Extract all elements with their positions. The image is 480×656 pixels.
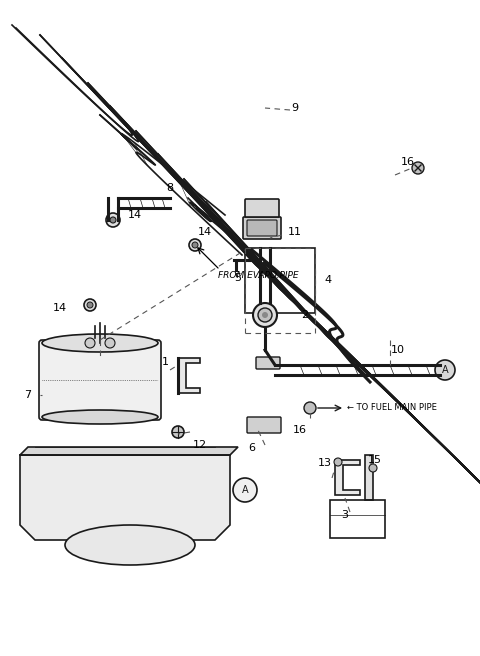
Text: 5: 5 [235,273,241,283]
Circle shape [262,312,268,318]
Text: 4: 4 [324,275,332,285]
Text: 8: 8 [167,183,174,193]
FancyBboxPatch shape [365,455,373,500]
Text: 16: 16 [401,157,415,167]
Text: 11: 11 [288,227,302,237]
Text: 13: 13 [318,458,332,468]
Text: 7: 7 [24,390,32,400]
Polygon shape [335,460,360,495]
Circle shape [369,464,377,472]
Text: A: A [242,485,248,495]
Text: ← TO FUEL MAIN PIPE: ← TO FUEL MAIN PIPE [347,403,437,413]
Text: 6: 6 [249,443,255,453]
FancyBboxPatch shape [243,217,281,239]
Polygon shape [40,35,480,505]
Text: 2: 2 [301,310,309,320]
Text: 14: 14 [128,210,142,220]
Circle shape [189,239,201,251]
Text: 12: 12 [193,440,207,450]
FancyBboxPatch shape [39,340,161,420]
Circle shape [84,299,96,311]
Circle shape [253,303,277,327]
Ellipse shape [42,410,158,424]
Polygon shape [20,455,230,540]
Text: 14: 14 [53,303,67,313]
Circle shape [172,426,184,438]
Text: FROM EVAPO.PIPE: FROM EVAPO.PIPE [218,270,299,279]
Polygon shape [88,83,480,505]
Circle shape [435,360,455,380]
Circle shape [192,242,198,248]
Circle shape [110,217,116,223]
Text: 16: 16 [293,425,307,435]
Polygon shape [178,358,200,393]
Circle shape [412,162,424,174]
FancyBboxPatch shape [245,199,279,217]
Text: 10: 10 [391,345,405,355]
Circle shape [233,478,257,502]
Ellipse shape [65,525,195,565]
Text: 3: 3 [341,510,348,520]
Polygon shape [184,179,480,505]
Text: 14: 14 [198,227,212,237]
Circle shape [106,213,120,227]
Circle shape [105,338,115,348]
Polygon shape [20,447,238,455]
Polygon shape [136,131,480,505]
Circle shape [85,338,95,348]
FancyBboxPatch shape [247,417,281,433]
Circle shape [87,302,93,308]
Circle shape [304,402,316,414]
Circle shape [258,308,272,322]
FancyBboxPatch shape [247,220,277,236]
Text: 1: 1 [161,357,168,367]
Text: 15: 15 [368,455,382,465]
Text: 9: 9 [291,103,299,113]
Ellipse shape [42,334,158,352]
Text: A: A [442,365,448,375]
FancyBboxPatch shape [256,357,280,369]
Circle shape [334,458,342,466]
